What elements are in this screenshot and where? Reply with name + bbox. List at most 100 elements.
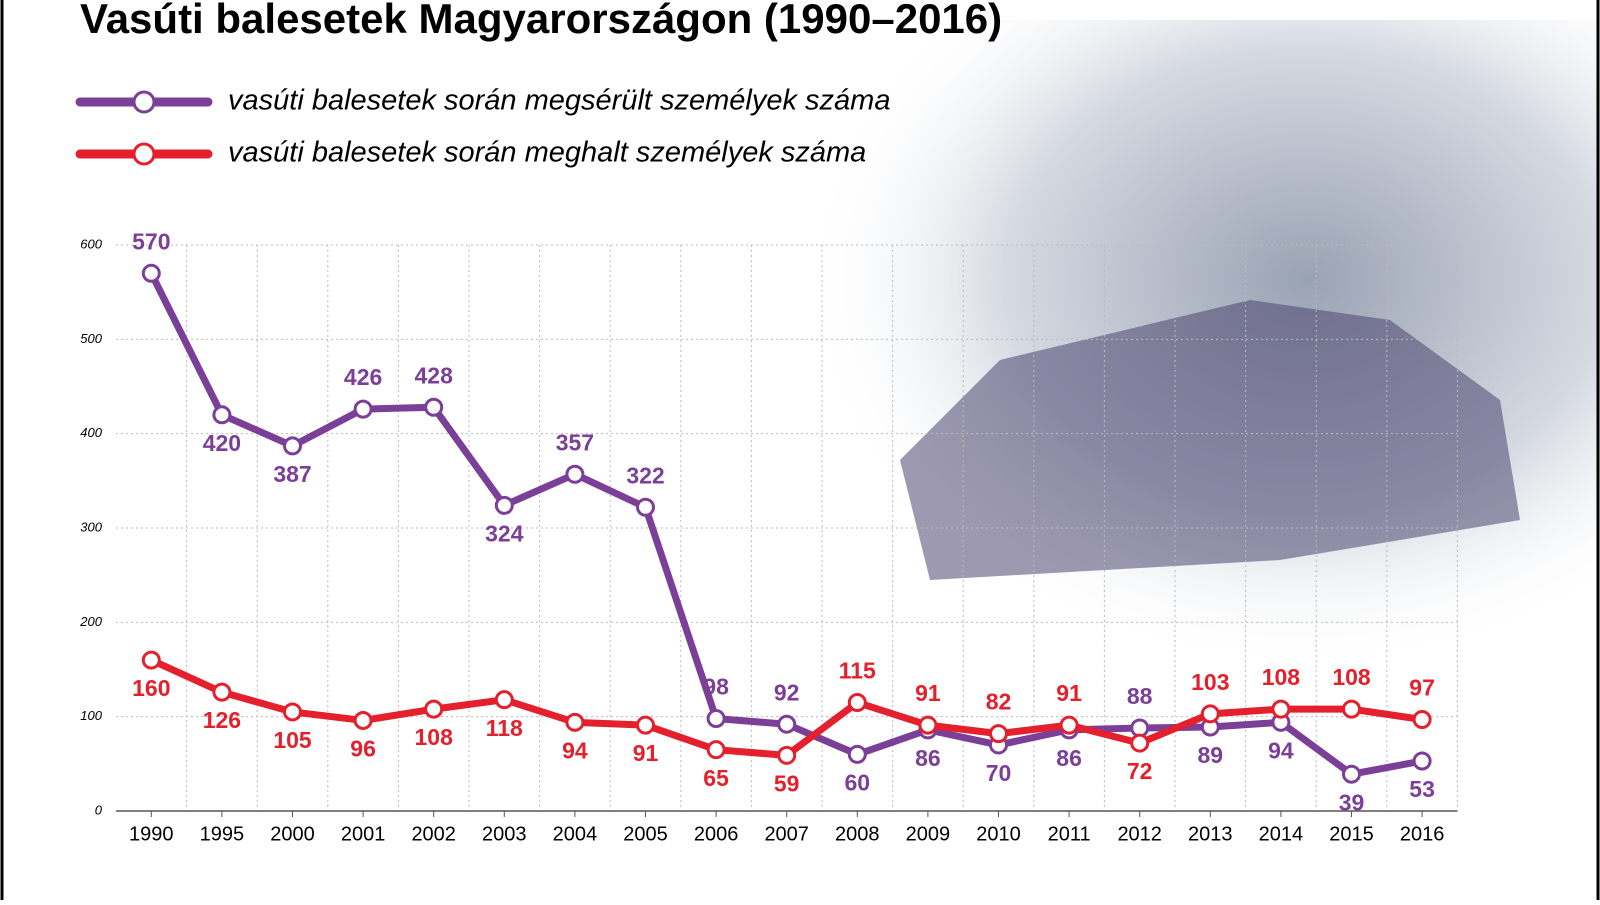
marker xyxy=(1412,709,1432,729)
marker xyxy=(989,724,1008,744)
marker xyxy=(1342,764,1361,784)
car-shape xyxy=(900,300,1520,580)
value-label: 88 xyxy=(1127,683,1153,709)
marker xyxy=(847,744,867,764)
legend-label: vasúti balesetek során meghalt személyek… xyxy=(228,137,866,169)
y-tick-label: 600 xyxy=(80,236,102,251)
x-tick-label: 2006 xyxy=(694,823,739,845)
value-label: 115 xyxy=(839,658,876,684)
x-tick-label: 2001 xyxy=(341,823,386,845)
x-tick-label: 2012 xyxy=(1117,823,1162,845)
marker xyxy=(565,712,585,732)
marker xyxy=(353,710,373,730)
value-label: 126 xyxy=(203,707,241,733)
x-tick-label: 2010 xyxy=(976,823,1021,845)
value-label: 82 xyxy=(986,689,1012,715)
marker xyxy=(1412,751,1432,771)
marker xyxy=(494,495,514,515)
marker xyxy=(847,693,867,713)
marker xyxy=(212,405,232,425)
marker xyxy=(1059,715,1079,735)
marker xyxy=(283,436,302,456)
marker xyxy=(918,715,938,735)
value-label: 91 xyxy=(915,680,941,706)
marker xyxy=(141,263,161,283)
value-label: 118 xyxy=(486,715,523,741)
value-label: 428 xyxy=(415,362,454,388)
value-label: 39 xyxy=(1339,789,1365,815)
value-label: 357 xyxy=(556,429,594,455)
value-label: 59 xyxy=(774,770,800,796)
x-tick-label: 2013 xyxy=(1188,823,1233,845)
value-label: 60 xyxy=(845,769,871,795)
marker xyxy=(777,745,797,765)
value-label: 387 xyxy=(273,461,311,487)
marker xyxy=(1130,733,1150,753)
value-label: 96 xyxy=(350,736,376,762)
marker xyxy=(283,702,302,722)
legend-label: vasúti balesetek során megsérült személy… xyxy=(228,85,890,117)
marker xyxy=(212,682,232,702)
x-tick-label: 2005 xyxy=(623,823,668,845)
marker xyxy=(494,690,514,710)
value-label: 94 xyxy=(562,737,588,763)
value-label: 89 xyxy=(1198,742,1224,768)
marker xyxy=(1271,699,1291,719)
value-label: 108 xyxy=(415,724,454,750)
marker xyxy=(706,709,726,729)
value-label: 91 xyxy=(633,740,659,766)
value-label: 420 xyxy=(203,430,241,456)
marker xyxy=(424,397,444,417)
marker xyxy=(424,699,444,719)
value-label: 98 xyxy=(703,674,729,700)
x-tick-label: 2008 xyxy=(835,823,880,845)
marker xyxy=(353,399,373,419)
legend-marker xyxy=(132,142,156,166)
x-tick-label: 2002 xyxy=(411,823,456,845)
x-tick-label: 2000 xyxy=(270,823,315,845)
x-tick-label: 2007 xyxy=(764,823,809,845)
value-label: 570 xyxy=(132,228,170,254)
value-label: 92 xyxy=(774,679,800,705)
value-label: 105 xyxy=(273,727,312,753)
marker xyxy=(636,715,655,735)
value-label: 86 xyxy=(1056,745,1082,771)
legend-marker xyxy=(132,90,156,114)
value-label: 53 xyxy=(1409,776,1435,802)
marker xyxy=(706,740,726,760)
marker xyxy=(1200,704,1220,724)
x-tick-label: 2011 xyxy=(1048,823,1091,845)
x-tick-label: 1995 xyxy=(200,823,245,845)
marker xyxy=(1342,699,1361,719)
marker xyxy=(141,650,161,670)
marker xyxy=(565,464,585,484)
value-label: 91 xyxy=(1056,680,1082,706)
value-label: 65 xyxy=(703,765,729,791)
value-label: 103 xyxy=(1191,669,1229,695)
x-tick-label: 2016 xyxy=(1400,823,1445,845)
x-tick-label: 2009 xyxy=(906,823,951,845)
series-line xyxy=(149,656,1423,759)
x-tick-label: 2003 xyxy=(482,823,527,845)
y-tick-label: 0 xyxy=(95,802,103,817)
x-tick-label: 1990 xyxy=(129,823,174,845)
value-label: 72 xyxy=(1127,758,1153,784)
chart-title: Vasúti balesetek Magyarországon (1990–20… xyxy=(80,0,1002,42)
x-tick-label: 2014 xyxy=(1259,823,1304,845)
value-label: 324 xyxy=(485,520,524,546)
y-tick-label: 500 xyxy=(80,331,102,346)
value-label: 160 xyxy=(132,675,170,701)
y-tick-label: 100 xyxy=(80,708,102,723)
value-label: 70 xyxy=(986,760,1012,786)
marker xyxy=(636,497,655,517)
x-tick-label: 2004 xyxy=(553,823,598,845)
value-label: 108 xyxy=(1332,664,1371,690)
marker xyxy=(777,714,797,734)
value-label: 94 xyxy=(1268,737,1294,763)
value-label: 426 xyxy=(344,364,382,390)
value-label: 322 xyxy=(626,462,664,488)
value-label: 86 xyxy=(915,745,941,771)
x-tick-label: 2015 xyxy=(1329,823,1374,845)
